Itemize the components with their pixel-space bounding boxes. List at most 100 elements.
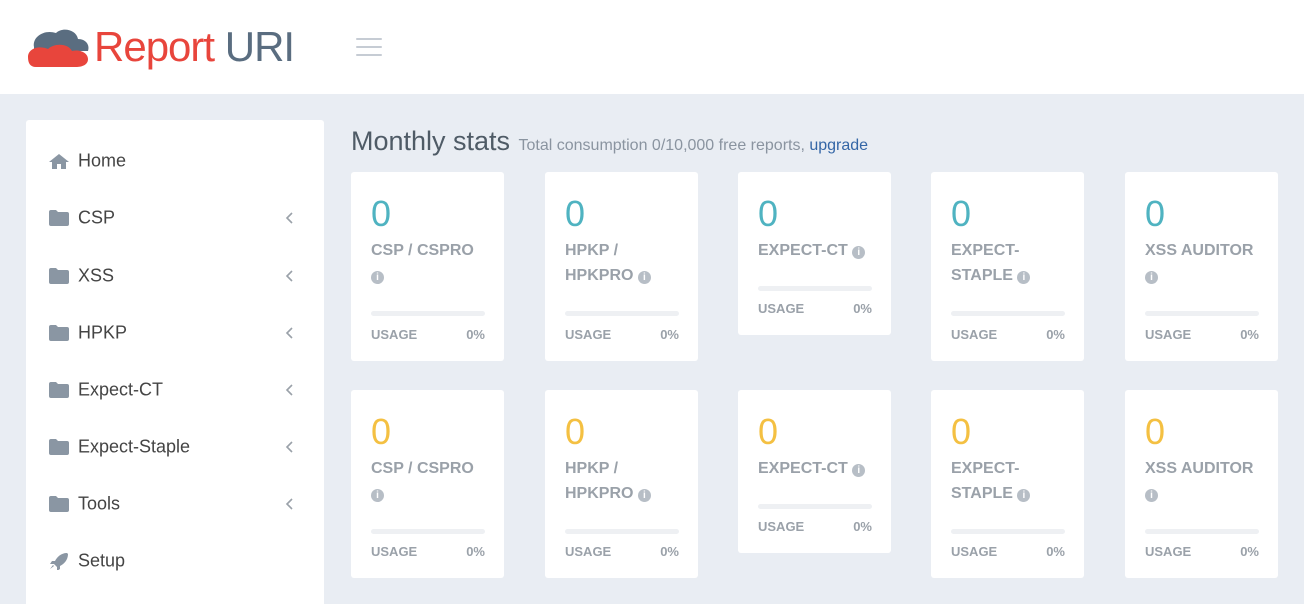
stat-value: 0 (951, 411, 972, 452)
usage-label: USAGE (1145, 327, 1192, 342)
stat-card-xss: 0 XSS AUDITOR i USAGE 0% (1125, 390, 1278, 578)
stat-value: 0 (1145, 411, 1166, 452)
stat-label-text: XSS AUDITOR (1145, 460, 1254, 477)
usage-bar (758, 504, 872, 509)
chevron-left-icon (285, 498, 293, 510)
info-icon[interactable]: i (371, 489, 384, 502)
logo-text: Report URI (94, 22, 295, 72)
hamburger-line (356, 46, 382, 48)
stat-card-hpkp: 0 HPKP / HPKPRO i USAGE 0% (545, 172, 698, 361)
stat-label: HPKP / HPKPRO i (565, 238, 690, 288)
sidebar-item-label: Setup (78, 550, 126, 571)
stat-label-text: EXPECT-CT (758, 242, 848, 259)
logo[interactable]: Report URI (26, 22, 295, 72)
logo-word-report: Report (94, 23, 215, 70)
sidebar-item-label: Expect-CT (78, 379, 164, 400)
folder-icon (49, 210, 69, 226)
usage-percent: 0% (1046, 327, 1065, 342)
usage-percent: 0% (1240, 544, 1259, 559)
sidebar-item-expect-staple[interactable]: Expect-Staple (26, 424, 324, 470)
info-icon[interactable]: i (1017, 271, 1031, 284)
usage-row: USAGE 0% (758, 519, 872, 534)
sidebar-item-label: Tools (78, 493, 121, 514)
usage-row: USAGE 0% (951, 327, 1065, 342)
folder-icon (49, 439, 69, 455)
stat-card-csp: 0 CSP / CSPRO i USAGE 0% (351, 390, 504, 578)
usage-label: USAGE (951, 544, 998, 559)
usage-label: USAGE (758, 519, 805, 534)
stat-value: 0 (951, 193, 972, 234)
usage-percent: 0% (1046, 544, 1065, 559)
sidebar-item-label: CSP (78, 207, 116, 228)
sidebar-item-setup[interactable]: Setup (26, 538, 324, 584)
usage-percent: 0% (466, 544, 485, 559)
usage-bar (1145, 311, 1259, 316)
upgrade-link[interactable]: upgrade (809, 137, 869, 154)
stat-card-expect-staple: 0 EXPECT- STAPLE i USAGE 0% (931, 172, 1084, 361)
usage-bar (951, 311, 1065, 316)
page-title: Monthly stats Total consumption 0/10,000… (351, 126, 868, 157)
folder-icon (49, 382, 69, 398)
logo-word-uri: URI (224, 23, 295, 70)
stat-card-xss: 0 XSS AUDITOR i USAGE 0% (1125, 172, 1278, 361)
usage-row: USAGE 0% (1145, 544, 1259, 559)
chevron-left-icon (285, 212, 293, 224)
usage-bar (758, 286, 872, 291)
info-icon[interactable]: i (1145, 489, 1158, 502)
chevron-left-icon (285, 441, 293, 453)
usage-bar (371, 311, 485, 316)
stat-value: 0 (1145, 193, 1166, 234)
usage-bar (1145, 529, 1259, 534)
stat-value: 0 (565, 411, 586, 452)
stat-label: EXPECT- STAPLE i (951, 456, 1076, 506)
hamburger-line (356, 38, 382, 40)
hamburger-icon[interactable] (356, 38, 382, 56)
usage-label: USAGE (565, 327, 612, 342)
info-icon[interactable]: i (371, 271, 384, 284)
sidebar-item-csp[interactable]: CSP (26, 195, 324, 241)
rocket-icon (50, 553, 68, 570)
info-icon[interactable]: i (1017, 489, 1031, 502)
usage-bar (951, 529, 1065, 534)
cloud-logo-icon (28, 29, 89, 67)
sidebar-item-label: Expect-Staple (78, 436, 191, 457)
info-icon[interactable]: i (1145, 271, 1158, 284)
stat-card-expect-staple: 0 EXPECT- STAPLE i USAGE 0% (931, 390, 1084, 578)
chevron-left-icon (285, 327, 293, 339)
stat-label: EXPECT- STAPLE i (951, 238, 1076, 288)
sidebar-item-tools[interactable]: Tools (26, 481, 324, 527)
stat-label: EXPECT-CT i (758, 238, 883, 263)
sidebar-item-xss[interactable]: XSS (26, 253, 324, 299)
stat-value: 0 (371, 193, 392, 234)
stat-label: XSS AUDITOR i (1145, 456, 1270, 506)
usage-percent: 0% (660, 544, 679, 559)
usage-row: USAGE 0% (758, 301, 872, 316)
stat-card-expect-ct: 0 EXPECT-CT i USAGE 0% (738, 172, 891, 335)
stat-card-expect-ct: 0 EXPECT-CT i USAGE 0% (738, 390, 891, 553)
stat-card-csp: 0 CSP / CSPRO i USAGE 0% (351, 172, 504, 361)
info-icon[interactable]: i (852, 464, 866, 477)
page-title-main: Monthly stats (351, 126, 511, 156)
usage-row: USAGE 0% (371, 327, 485, 342)
stat-value: 0 (758, 411, 779, 452)
stat-label-text: EXPECT-CT (758, 460, 848, 477)
usage-row: USAGE 0% (1145, 327, 1259, 342)
stat-label-text: CSP / CSPRO (371, 242, 474, 259)
usage-label: USAGE (758, 301, 805, 316)
info-icon[interactable]: i (852, 246, 866, 259)
stat-value: 0 (565, 193, 586, 234)
sidebar-item-hpkp[interactable]: HPKP (26, 310, 324, 356)
stat-value: 0 (371, 411, 392, 452)
stat-label-text: XSS AUDITOR (1145, 242, 1254, 259)
info-icon[interactable]: i (637, 489, 651, 502)
hamburger-line (356, 54, 382, 56)
sidebar: Home CSP XSS HPKP Expect-CT Expect-Stapl… (26, 120, 324, 604)
info-icon[interactable]: i (637, 271, 651, 284)
sidebar-item-expect-ct[interactable]: Expect-CT (26, 367, 324, 413)
usage-label: USAGE (1145, 544, 1192, 559)
sidebar-item-label: XSS (78, 265, 115, 286)
stat-label: CSP / CSPRO i (371, 456, 496, 506)
stat-label: EXPECT-CT i (758, 456, 883, 481)
sidebar-item-home[interactable]: Home (26, 138, 324, 184)
usage-bar (565, 529, 679, 534)
